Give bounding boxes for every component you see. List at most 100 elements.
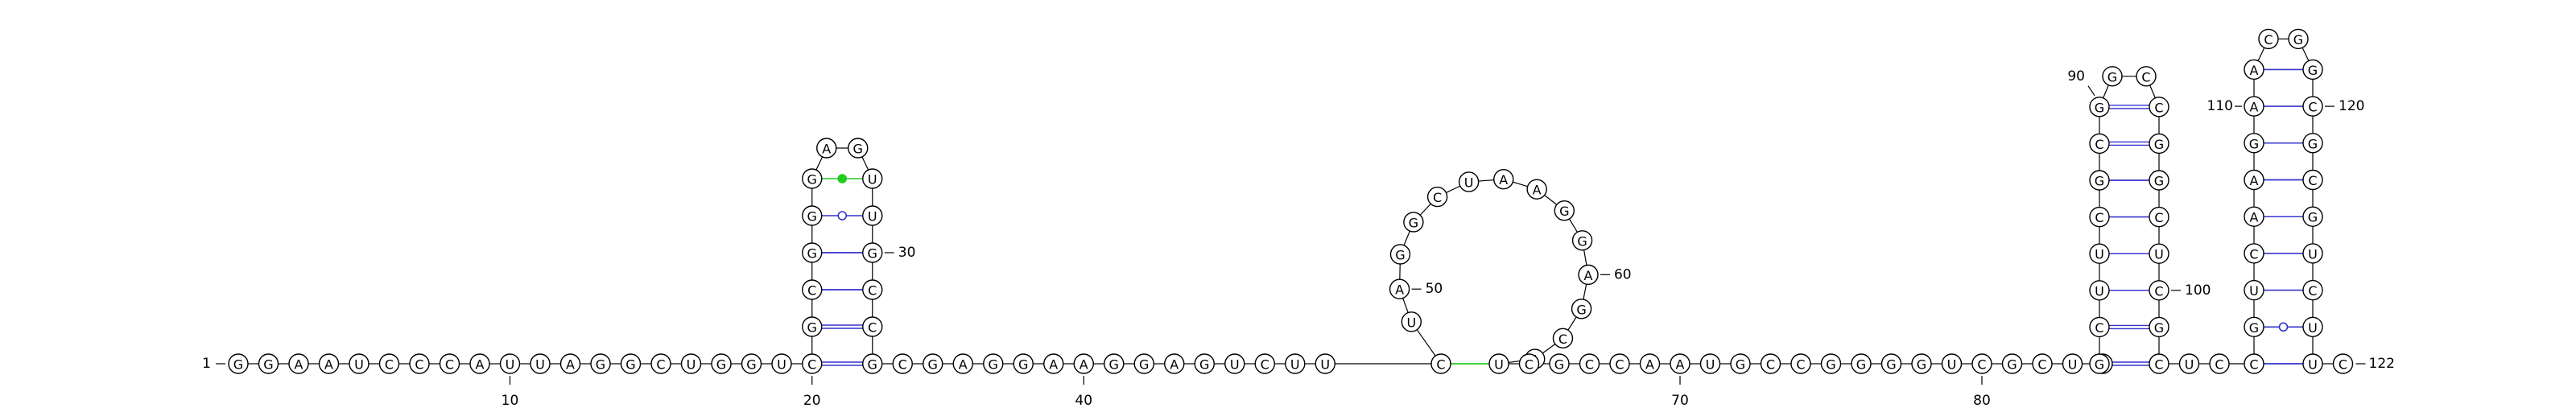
nucleotide-letter: U: [1230, 357, 1240, 373]
backbone-segment: [1568, 218, 1578, 233]
nucleotide-letter: A: [1676, 357, 1685, 373]
nucleotide: C: [378, 353, 400, 374]
nucleotide-circle: [2089, 170, 2110, 191]
nucleotide-letter: G: [928, 357, 938, 373]
nucleotide-circle: [741, 353, 762, 374]
nucleotide-letter: A: [2250, 63, 2259, 78]
nucleotide-letter: G: [1559, 204, 1569, 219]
backbone-segment: [1513, 181, 1528, 188]
nucleotide: G: [802, 316, 823, 337]
nucleotide-letter: U: [2154, 247, 2164, 262]
nucleotide-circle: [2302, 279, 2323, 301]
nucleotide-letter: C: [2154, 283, 2163, 299]
base-pair: [2109, 141, 2149, 146]
nucleotide-circle: [2302, 96, 2323, 117]
nucleotide-circle: [680, 353, 702, 374]
nucleotide-letter: C: [807, 283, 816, 299]
nucleotide: G: [802, 168, 823, 189]
nucleotide-letter: G: [1018, 357, 1028, 373]
nucleotide-letter: G: [2293, 32, 2303, 47]
nucleotide-letter: C: [1261, 357, 1269, 373]
nucleotide-letter: C: [868, 320, 877, 336]
nucleotide-letter: C: [415, 357, 423, 373]
nucleotide-letter: C: [2037, 357, 2046, 373]
nucleotide: G: [2001, 353, 2023, 374]
nucleotide: A: [2244, 59, 2264, 80]
nucleotide-letter: A: [1080, 357, 1088, 373]
nucleotide-circle: [1254, 353, 1275, 374]
nucleotide: G: [1911, 353, 1932, 374]
backbone-segment: [1446, 185, 1461, 193]
nucleotide-circle: [590, 353, 611, 374]
position-label: 20: [803, 393, 821, 408]
nucleotide: C: [1426, 186, 1448, 208]
nucleotide-circle: [1554, 200, 1575, 221]
position-label: 90: [2067, 68, 2085, 84]
nucleotide-circle: [862, 316, 883, 337]
nucleotide-circle: [1403, 212, 1424, 233]
nucleotide-letter: A: [566, 357, 575, 373]
nucleotide: C: [2032, 353, 2053, 374]
nucleotide: C: [2149, 97, 2169, 117]
nucleotide-letter: G: [1199, 357, 1209, 373]
nucleotide: C: [1609, 353, 1630, 374]
nucleotide: C: [2136, 66, 2157, 87]
nucleotide: U: [349, 353, 369, 374]
nucleotide-letter: G: [1554, 357, 1564, 373]
nucleotide-letter: C: [2154, 210, 2163, 225]
nucleotide-circle: [1971, 353, 1992, 374]
nucleotide-letter: C: [868, 283, 877, 299]
nucleotide-circle: [2244, 206, 2264, 227]
nucleotide: C: [2089, 206, 2110, 228]
nucleotide-circle: [1549, 353, 1570, 374]
nucleotide-circle: [1880, 353, 1902, 374]
nucleotide-letter: G: [716, 357, 726, 373]
nucleotide-circle: [1670, 353, 1690, 374]
nucleotide-circle: [1579, 353, 1600, 374]
nucleotide: U: [2178, 353, 2200, 374]
nucleotide-circle: [2089, 353, 2110, 374]
nucleotide: C: [802, 353, 823, 374]
nucleotide: A: [1639, 353, 1661, 374]
base-pair: [2109, 105, 2149, 109]
nucleotide: C: [2258, 28, 2279, 50]
nucleotide-letter: U: [2095, 283, 2104, 299]
nucleotide-circle: [409, 353, 430, 374]
nucleotide-circle: [1820, 353, 1842, 374]
nucleotide-circle: [862, 242, 883, 263]
nucleotide-circle: [2089, 316, 2110, 338]
nucleotide-circle: [2302, 243, 2323, 264]
base-pair: [821, 361, 863, 366]
nucleotide-circle: [1941, 353, 1963, 374]
nucleotide: U: [2062, 353, 2083, 374]
nucleotide-letter: G: [2154, 320, 2164, 336]
nucleotide-letter: U: [2308, 357, 2318, 373]
nucleotide-letter: A: [1049, 357, 1058, 373]
nucleotide-circle: [1790, 353, 1811, 374]
nucleotide: C: [1518, 353, 1540, 374]
nucleotide: C: [2244, 353, 2264, 374]
nucleotide-circle: [650, 353, 671, 374]
nucleotide-circle: [802, 279, 823, 300]
nucleotide: A: [1389, 278, 1410, 299]
nucleotide: C: [862, 279, 883, 300]
nucleotide-letter: G: [746, 357, 756, 373]
nucleotide-letter: G: [807, 209, 817, 225]
nucleotide-circle: [2001, 353, 2023, 374]
nucleotide-letter: A: [1395, 282, 1404, 298]
nucleotide-circle: [228, 353, 249, 374]
nucleotide-circle: [559, 353, 581, 374]
nucleotide: G: [1389, 244, 1411, 265]
nucleotide-letter: U: [777, 357, 786, 373]
nucleotide: G: [802, 242, 823, 263]
nucleotide-letter: U: [2308, 246, 2318, 262]
nucleotide: G: [1571, 299, 1592, 319]
nucleotide-circle: [2089, 280, 2110, 301]
nucleotide-letter: C: [2154, 357, 2163, 373]
nucleotide-circle: [2089, 206, 2110, 228]
nucleotide-circle: [2244, 279, 2264, 301]
nucleotide-letter: G: [1886, 357, 1896, 373]
gu-pair-marker: [837, 174, 848, 183]
nucleotide-letter: C: [2249, 246, 2258, 262]
nucleotide-letter: G: [2308, 210, 2318, 225]
